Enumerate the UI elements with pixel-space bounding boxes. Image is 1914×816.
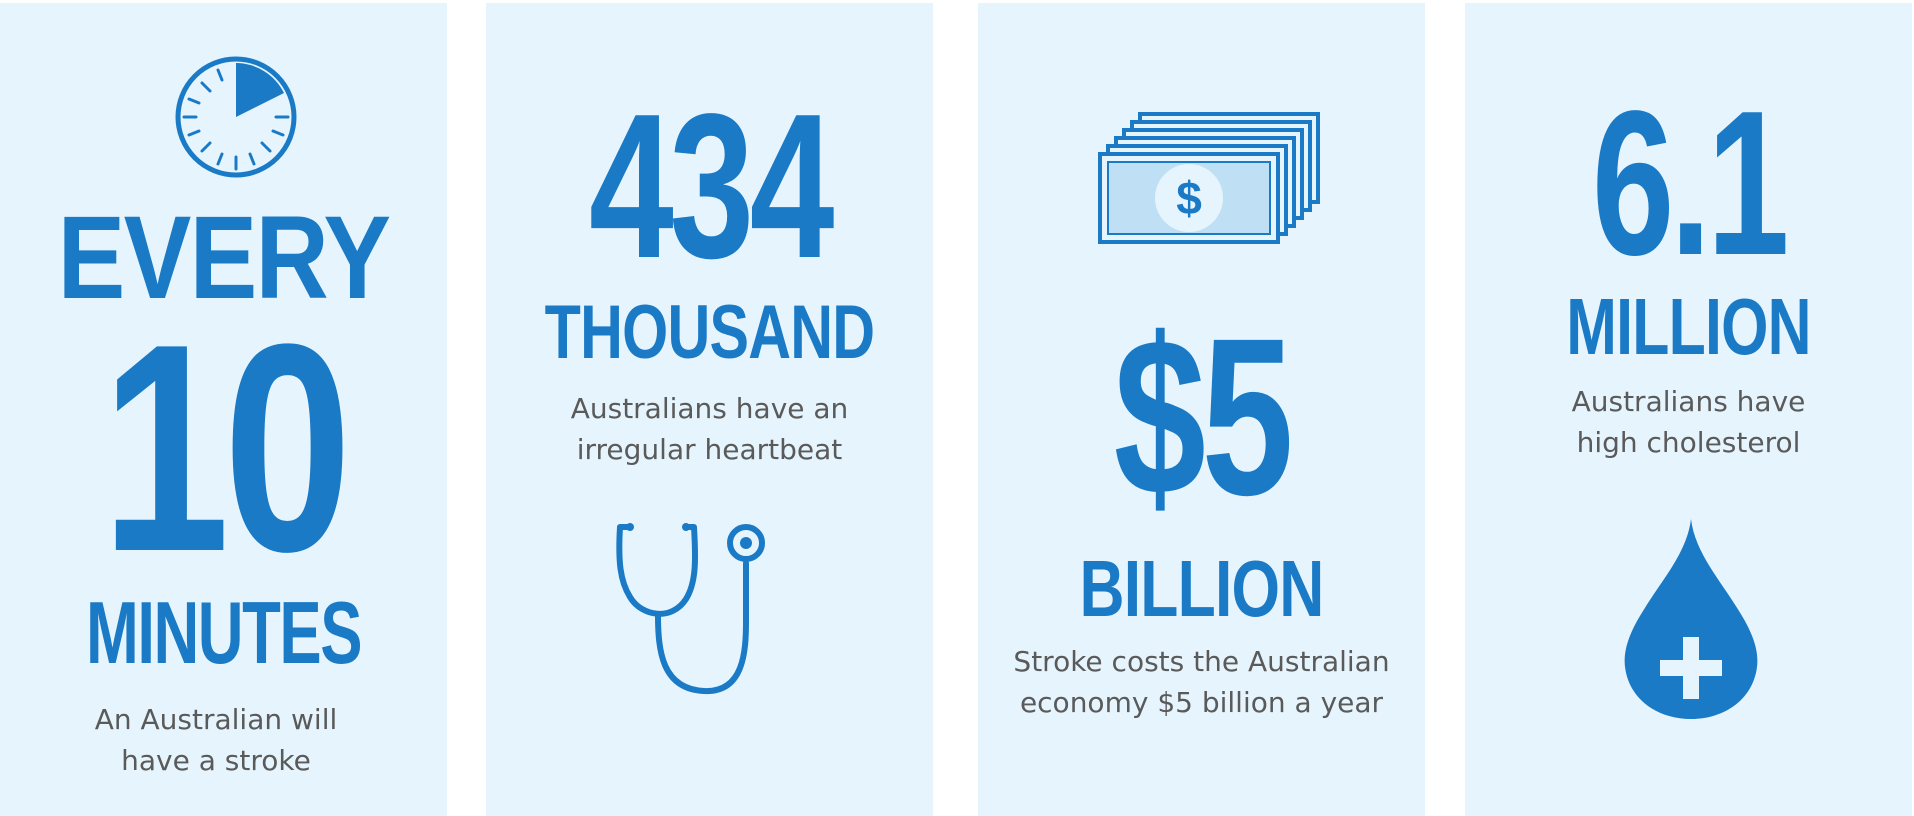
stat-number-6-1: 6.1 xyxy=(1591,68,1790,298)
stat-unit-billion: BILLION xyxy=(1079,544,1324,633)
caption: Australians have an irregular heartbeat xyxy=(486,388,933,470)
stat-number-434: 434 xyxy=(588,71,834,301)
caption-line: An Australian will xyxy=(94,703,338,736)
stat-line-every: EVERY xyxy=(57,192,391,324)
stat-panel-stroke-frequency: EVERY 10 MINUTES An Australian will have… xyxy=(0,3,447,816)
caption: Australians have high cholesterol xyxy=(1465,381,1912,463)
stat-panel-stroke-cost: $ $5 BILLION Stroke costs the Australian… xyxy=(978,3,1425,816)
stat-number-5-dollars: $5 xyxy=(1113,292,1294,542)
stat-unit-minutes: MINUTES xyxy=(85,583,362,682)
stethoscope-icon xyxy=(614,521,794,706)
caption-line: economy $5 billion a year xyxy=(1019,686,1384,719)
blood-drop-icon xyxy=(1621,515,1761,721)
stat-panel-high-cholesterol: 6.1 MILLION Australians have high choles… xyxy=(1465,3,1912,816)
currency-symbol: $ xyxy=(1176,172,1202,224)
stat-unit-thousand: THOUSAND xyxy=(544,290,875,375)
caption: Stroke costs the Australian economy $5 b… xyxy=(978,641,1425,723)
money-stack-icon: $ xyxy=(1098,106,1328,256)
caption-line: irregular heartbeat xyxy=(576,433,843,466)
stat-unit-million: MILLION xyxy=(1566,282,1811,371)
caption-line: Stroke costs the Australian xyxy=(1013,645,1390,678)
caption-line: high cholesterol xyxy=(1576,426,1801,459)
caption-line: Australians have an xyxy=(570,392,849,425)
stopwatch-icon xyxy=(172,53,300,181)
caption-line: have a stroke xyxy=(121,744,311,777)
caption-line: Australians have xyxy=(1571,385,1806,418)
stat-number-ten: 10 xyxy=(101,282,352,613)
stat-panel-irregular-heartbeat: 434 THOUSAND Australians have an irregul… xyxy=(486,3,933,816)
caption: An Australian will have a stroke xyxy=(0,699,447,781)
